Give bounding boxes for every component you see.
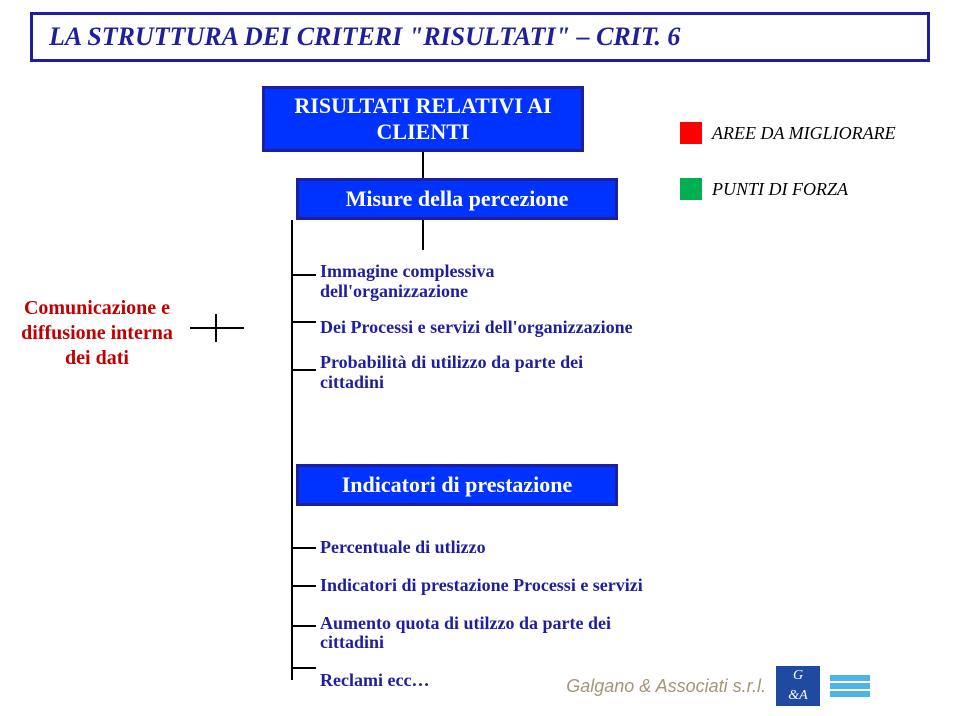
legend-green-swatch — [680, 178, 702, 200]
legend-improve: AREE DA MIGLIORARE — [680, 122, 896, 144]
root-label: RISULTATI RELATIVI AI CLIENTI — [265, 93, 581, 146]
perception-items: Immagine complessiva dell'organizzazione… — [318, 262, 638, 409]
indicator-item-text: Percentuale di utlizzo — [318, 538, 486, 558]
footer: Galgano & Associati s.r.l. G &A — [566, 666, 870, 706]
footer-text: Galgano & Associati s.r.l. — [566, 676, 766, 697]
legend-strength: PUNTI DI FORZA — [680, 178, 848, 200]
legend-red-swatch — [680, 122, 702, 144]
indicator-item-text: Indicatori di prestazione Processi e ser… — [318, 576, 643, 596]
perception-label: Misure della percezione — [346, 186, 569, 212]
perception-item-text: Dei Processi e servizi dell'organizzazio… — [318, 318, 633, 338]
slide-title-bar: LA STRUTTURA DEI CRITERI "RISULTATI" – C… — [30, 12, 930, 62]
perception-item: Dei Processi e servizi dell'organizzazio… — [318, 318, 638, 338]
indicator-item: Percentuale di utlizzo — [318, 538, 678, 558]
indicator-item: Aumento quota di utilzzo da parte dei ci… — [318, 614, 678, 654]
footer-logo: G &A — [776, 666, 820, 706]
perception-item-text: Probabilità di utilizzo da parte dei cit… — [318, 353, 638, 393]
perception-item: Immagine complessiva dell'organizzazione — [318, 262, 638, 302]
indicator-item: Indicatori di prestazione Processi e ser… — [318, 576, 678, 596]
indicator-item-text: Reclami ecc… — [318, 671, 429, 691]
legend-red-label: AREE DA MIGLIORARE — [712, 123, 896, 144]
indicators-label: Indicatori di prestazione — [342, 472, 573, 498]
root-box: RISULTATI RELATIVI AI CLIENTI — [262, 86, 584, 152]
indicators-box: Indicatori di prestazione — [296, 464, 618, 506]
side-box: Comunicazione e diffusione interna dei d… — [4, 288, 190, 379]
perception-item: Probabilità di utilizzo da parte dei cit… — [318, 353, 638, 393]
indicator-item-text: Aumento quota di utilzzo da parte dei ci… — [318, 614, 678, 654]
footer-stripes-icon — [830, 675, 870, 697]
perception-item-text: Immagine complessiva dell'organizzazione — [318, 262, 638, 302]
side-label: Comunicazione e diffusione interna dei d… — [21, 297, 173, 369]
legend-green-label: PUNTI DI FORZA — [712, 179, 848, 200]
slide-title: LA STRUTTURA DEI CRITERI "RISULTATI" – C… — [49, 22, 680, 52]
perception-box: Misure della percezione — [296, 178, 618, 220]
